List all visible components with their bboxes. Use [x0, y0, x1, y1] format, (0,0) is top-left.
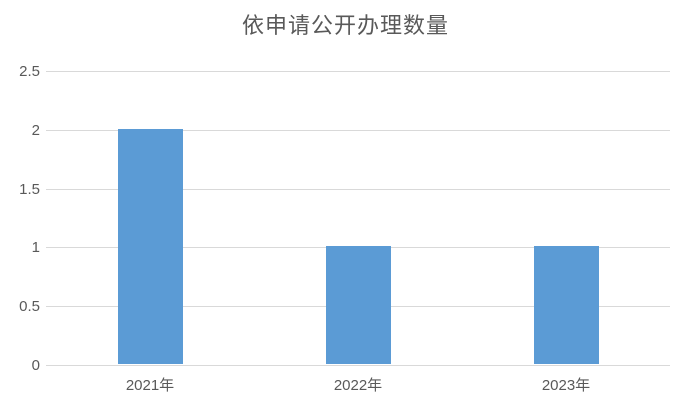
x-tick-label-2023年: 2023年 — [541, 377, 591, 394]
bar-2023年 — [534, 246, 599, 364]
y-tick-label: 0 — [31, 357, 40, 374]
x-tick-label-2021年: 2021年 — [125, 377, 175, 394]
y-tick-label: 2.5 — [19, 63, 40, 80]
y-tick-label: 1.5 — [19, 181, 40, 198]
gridline — [46, 365, 670, 366]
x-tick-label-2022年: 2022年 — [333, 377, 383, 394]
y-tick-label: 2 — [31, 122, 40, 139]
y-tick-label: 1 — [31, 239, 40, 256]
gridline — [46, 189, 670, 190]
chart-title: 依申请公开办理数量 — [241, 14, 449, 39]
gridline — [46, 130, 670, 131]
bar-2022年 — [326, 246, 391, 364]
bar-2021年 — [118, 129, 183, 364]
plot-area — [46, 71, 670, 366]
gridline — [46, 71, 670, 72]
y-tick-label: 0.5 — [19, 298, 40, 315]
